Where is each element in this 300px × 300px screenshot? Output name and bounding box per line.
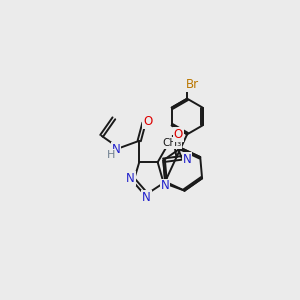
Text: Br: Br — [186, 78, 199, 91]
Text: N: N — [112, 143, 121, 156]
Text: H: H — [106, 150, 115, 160]
Text: CH₃: CH₃ — [162, 138, 182, 148]
Text: O: O — [143, 115, 152, 128]
Text: N: N — [161, 179, 170, 193]
Text: N: N — [183, 153, 191, 166]
Text: O: O — [173, 128, 183, 141]
Text: N: N — [142, 191, 151, 204]
Text: N: N — [126, 172, 135, 185]
